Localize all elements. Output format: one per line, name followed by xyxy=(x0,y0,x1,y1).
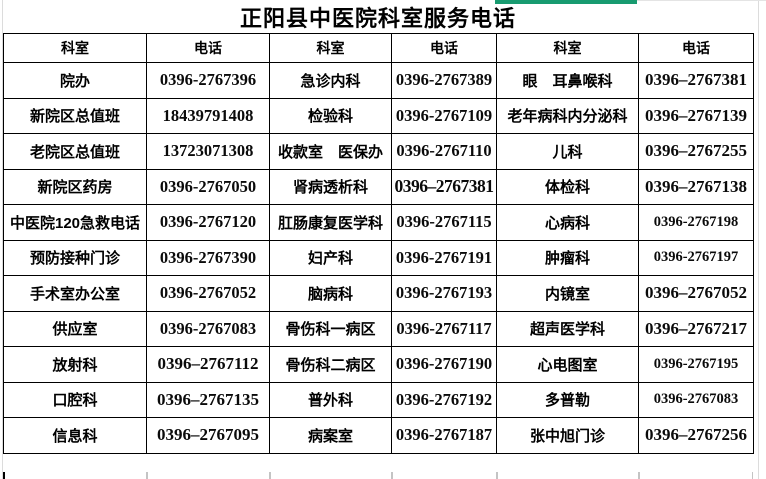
phone-cell[interactable]: 0396–2767139 xyxy=(638,97,754,134)
phone-cell[interactable]: 0396–2767138 xyxy=(638,168,754,205)
header-cell-department-3[interactable]: 科室 xyxy=(496,33,639,63)
table-row: 新院区总值班 18439791408 检验科 0396-2767109 老年病科内分泌科… xyxy=(3,97,754,134)
phone-cell[interactable]: 0396-2767110 xyxy=(391,133,497,170)
phone-cell[interactable]: 0396-2767187 xyxy=(391,417,497,454)
department-cell[interactable]: 检验科 xyxy=(269,97,392,134)
phone-directory-table: 科室 电话 科室 电话 科室 电话 院办 0396-2767396 急诊内科 0396… xyxy=(3,33,754,454)
department-cell[interactable]: 老院区总值班 xyxy=(3,133,147,170)
department-cell[interactable]: 老年病科内分泌科 xyxy=(496,97,639,134)
table-row: 口腔科 0396–2767135 普外科 0396-2767192 多普勒 0396-27… xyxy=(3,381,754,418)
department-cell[interactable]: 院办 xyxy=(3,62,147,99)
department-cell[interactable]: 眼 耳鼻喉科 xyxy=(496,62,639,99)
department-cell[interactable]: 放射科 xyxy=(3,346,147,383)
phone-cell[interactable]: 0396–2767112 xyxy=(146,346,270,383)
header-row: 科室 电话 科室 电话 科室 电话 xyxy=(3,33,754,63)
phone-cell[interactable]: 0396-2767083 xyxy=(146,310,270,347)
header-cell-phone-1[interactable]: 电话 xyxy=(146,33,270,63)
phone-cell[interactable]: 0396-2767050 xyxy=(146,168,270,205)
department-cell[interactable]: 预防接种门诊 xyxy=(3,239,147,276)
phone-cell[interactable]: 0396–2767381 xyxy=(391,168,497,205)
header-cell-phone-2[interactable]: 电话 xyxy=(391,33,497,63)
department-cell[interactable]: 儿科 xyxy=(496,133,639,170)
grid-stub xyxy=(269,471,271,479)
phone-cell[interactable]: 0396–2767052 xyxy=(638,275,754,312)
department-cell[interactable]: 中医院120急救电话 xyxy=(3,204,147,241)
table-row: 信息科 0396–2767095 病案室 0396-2767187 张中旭门诊 0396–… xyxy=(3,417,754,454)
phone-cell[interactable]: 0396-2767083 xyxy=(638,381,754,418)
phone-cell[interactable]: 0396-2767120 xyxy=(146,204,270,241)
department-cell[interactable]: 心病科 xyxy=(496,204,639,241)
phone-cell[interactable]: 18439791408 xyxy=(146,97,270,134)
table-row: 新院区药房 0396-2767050 肾病透析科 0396–2767381 体检科 039… xyxy=(3,168,754,205)
phone-cell[interactable]: 0396-2767396 xyxy=(146,62,270,99)
table-row: 放射科 0396–2767112 骨伤科二病区 0396-2767190 心电图室 039… xyxy=(3,346,754,383)
department-cell[interactable]: 病案室 xyxy=(269,417,392,454)
phone-cell[interactable]: 0396-2767389 xyxy=(391,62,497,99)
phone-cell[interactable]: 0396-2767197 xyxy=(638,239,754,276)
phone-cell[interactable]: 0396-2767191 xyxy=(391,239,497,276)
grid-stub xyxy=(638,471,640,479)
department-cell[interactable]: 肛肠康复医学科 xyxy=(269,204,392,241)
sheet-gridline-right xyxy=(758,0,759,479)
grid-stub xyxy=(496,471,498,479)
table-row: 手术室办公室 0396-2767052 脑病科 0396-2767193 内镜室 0396… xyxy=(3,275,754,312)
phone-cell[interactable]: 0396-2767115 xyxy=(391,204,497,241)
phone-cell[interactable]: 0396–2767135 xyxy=(146,381,270,418)
header-cell-department-2[interactable]: 科室 xyxy=(269,33,392,63)
department-cell[interactable]: 骨伤科二病区 xyxy=(269,346,392,383)
phone-cell[interactable]: 0396-2767195 xyxy=(638,346,754,383)
phone-cell[interactable]: 0396–2767217 xyxy=(638,310,754,347)
grid-stub xyxy=(391,471,393,479)
grid-stub xyxy=(146,471,148,479)
phone-cell[interactable]: 0396–2767255 xyxy=(638,133,754,170)
phone-cell[interactable]: 0396–2767381 xyxy=(638,62,754,99)
department-cell[interactable]: 普外科 xyxy=(269,381,392,418)
department-cell[interactable]: 口腔科 xyxy=(3,381,147,418)
table-row: 院办 0396-2767396 急诊内科 0396-2767389 眼 耳鼻喉科 0396… xyxy=(3,62,754,99)
phone-cell[interactable]: 0396-2767198 xyxy=(638,204,754,241)
table-title: 正阳县中医院科室服务电话 xyxy=(239,6,516,31)
sheet-gridline-left xyxy=(2,0,3,479)
grid-stub xyxy=(751,471,753,479)
department-cell[interactable]: 新院区药房 xyxy=(3,168,147,205)
phone-cell[interactable]: 13723071308 xyxy=(146,133,270,170)
department-cell[interactable]: 骨伤科一病区 xyxy=(269,310,392,347)
phone-cell[interactable]: 0396-2767193 xyxy=(391,275,497,312)
department-cell[interactable]: 妇产科 xyxy=(269,239,392,276)
department-cell[interactable]: 肿瘤科 xyxy=(496,239,639,276)
department-cell[interactable]: 手术室办公室 xyxy=(3,275,147,312)
table-row: 供应室 0396-2767083 骨伤科一病区 0396-2767117 超声医学科 03… xyxy=(3,310,754,347)
sheet-top-edge xyxy=(637,0,766,1)
department-cell[interactable]: 肾病透析科 xyxy=(269,168,392,205)
selection-highlight-bar xyxy=(495,0,637,4)
phone-cell[interactable]: 0396–2767095 xyxy=(146,417,270,454)
department-cell[interactable]: 收款室 医保办 xyxy=(269,133,392,170)
table-row: 中医院120急救电话 0396-2767120 肛肠康复医学科 0396-276711… xyxy=(3,204,754,241)
table-row: 预防接种门诊 0396-2767390 妇产科 0396-2767191 肿瘤科 0396… xyxy=(3,239,754,276)
phone-cell[interactable]: 0396-2767192 xyxy=(391,381,497,418)
table-body: 院办 0396-2767396 急诊内科 0396-2767389 眼 耳鼻喉科 0396… xyxy=(3,62,754,454)
department-cell[interactable]: 张中旭门诊 xyxy=(496,417,639,454)
header-cell-phone-3[interactable]: 电话 xyxy=(638,33,754,63)
department-cell[interactable]: 内镜室 xyxy=(496,275,639,312)
phone-cell[interactable]: 0396-2767190 xyxy=(391,346,497,383)
phone-cell[interactable]: 0396-2767052 xyxy=(146,275,270,312)
header-cell-department-1[interactable]: 科室 xyxy=(3,33,147,63)
department-cell[interactable]: 心电图室 xyxy=(496,346,639,383)
department-cell[interactable]: 脑病科 xyxy=(269,275,392,312)
grid-stub xyxy=(3,471,5,479)
department-cell[interactable]: 信息科 xyxy=(3,417,147,454)
department-cell[interactable]: 新院区总值班 xyxy=(3,97,147,134)
department-cell[interactable]: 多普勒 xyxy=(496,381,639,418)
department-cell[interactable]: 供应室 xyxy=(3,310,147,347)
phone-cell[interactable]: 0396–2767256 xyxy=(638,417,754,454)
phone-cell[interactable]: 0396-2767109 xyxy=(391,97,497,134)
department-cell[interactable]: 超声医学科 xyxy=(496,310,639,347)
phone-cell[interactable]: 0396-2767117 xyxy=(391,310,497,347)
phone-cell[interactable]: 0396-2767390 xyxy=(146,239,270,276)
department-cell[interactable]: 急诊内科 xyxy=(269,62,392,99)
department-cell[interactable]: 体检科 xyxy=(496,168,639,205)
table-row: 老院区总值班 13723071308 收款室 医保办 0396-2767110 儿科 03… xyxy=(3,133,754,170)
